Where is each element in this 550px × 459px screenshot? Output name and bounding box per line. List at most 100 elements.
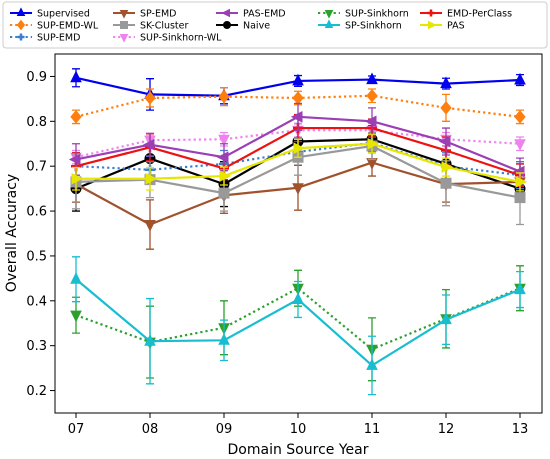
point-sk-cluster-09	[218, 187, 230, 199]
legend-item-naive: Naive	[216, 21, 270, 32]
point-supervised-07	[70, 70, 82, 83]
point-sup-sinkhorn-wl-13	[514, 139, 526, 151]
point-supervised-11	[366, 72, 378, 85]
legend-label-emd-perclass: EMD-PerClass	[447, 9, 512, 20]
legend-item-sup-sinkhorn: SUP-Sinkhorn	[318, 9, 409, 20]
legend-label-naive: Naive	[243, 21, 270, 32]
point-sp-sinkhorn-13	[514, 282, 526, 295]
point-sup-emd-wl-07	[70, 110, 82, 124]
y-tick-label-0.9: 0.9	[26, 70, 47, 85]
point-sp-sinkhorn-12	[440, 312, 452, 325]
legend-label-sp-emd: SP-EMD	[140, 9, 177, 20]
point-pas-08	[145, 172, 158, 185]
y-tick-label-0.8: 0.8	[26, 115, 47, 130]
legend-item-sup-emd-wl: SUP-EMD-WL	[10, 19, 99, 32]
point-pas-12	[441, 161, 454, 173]
series-pas-emd	[68, 102, 525, 186]
legend-label-sk-cluster: SK-Cluster	[140, 21, 189, 32]
point-sp-sinkhorn-09	[218, 333, 230, 345]
legend-label-sup-sinkhorn: SUP-Sinkhorn	[345, 9, 409, 20]
point-sup-emd-wl-13	[514, 110, 526, 124]
x-axis-title: Domain Source Year	[228, 442, 369, 458]
legend-label-supervised: Supervised	[37, 9, 90, 20]
legend-box	[2, 1, 548, 49]
x-tick-label-08: 08	[142, 422, 159, 437]
point-sup-sinkhorn-wl-09	[218, 134, 230, 147]
legend-label-sup-sinkhorn-wl: SUP-Sinkhorn-WL	[140, 33, 222, 44]
point-sk-cluster-13	[514, 192, 526, 204]
point-sup-sinkhorn-07	[70, 310, 82, 323]
point-sup-emd-wl-12	[440, 101, 452, 115]
y-tick-label-0.3: 0.3	[26, 339, 47, 354]
legend-item-sup-emd: SUP-EMD	[10, 33, 80, 44]
legend-label-sup-emd-wl: SUP-EMD-WL	[37, 21, 99, 32]
x-tick-label-12: 12	[438, 422, 455, 437]
y-tick-label-0.6: 0.6	[26, 205, 47, 220]
series-sp-sinkhorn	[70, 256, 526, 396]
point-sk-cluster-12	[440, 177, 452, 189]
legend-item-sp-sinkhorn: SP-Sinkhorn	[318, 19, 402, 32]
point-pas-emd-07	[68, 153, 81, 166]
point-pas-10	[293, 142, 306, 155]
point-pas-emd-10	[290, 111, 303, 123]
legend-marker-sup-emd-wl	[16, 19, 26, 31]
x-tick-label-10: 10	[290, 422, 307, 437]
point-supervised-13	[514, 72, 526, 85]
y-tick-label-0.5: 0.5	[26, 249, 47, 264]
y-tick-label-0.4: 0.4	[26, 294, 47, 309]
point-sup-emd-wl-09	[218, 89, 230, 104]
legend-marker-emd-perclass	[427, 9, 435, 17]
legend-item-pas: PAS	[420, 21, 465, 32]
legend-item-emd-perclass: EMD-PerClass	[420, 9, 512, 20]
point-pas-11	[367, 137, 380, 150]
legend-item-sp-emd: SP-EMD	[113, 9, 177, 20]
x-tick-label-09: 09	[216, 422, 233, 437]
legend-marker-sup-sinkhorn-wl	[119, 34, 129, 43]
series-layer	[68, 68, 528, 396]
point-supervised-10	[292, 73, 304, 86]
y-tick-label-0.7: 0.7	[26, 160, 47, 175]
point-pas-09	[219, 170, 232, 182]
legend-item-sk-cluster: SK-Cluster	[113, 21, 189, 32]
legend-item-supervised: Supervised	[10, 7, 90, 20]
point-sup-emd-wl-08	[144, 91, 156, 105]
legend-marker-supervised	[16, 7, 26, 16]
legend-marker-pas-emd	[221, 8, 230, 18]
legend-marker-sp-emd	[119, 10, 129, 19]
x-tick-label-07: 07	[68, 422, 85, 437]
legend-label-pas: PAS	[447, 21, 465, 32]
point-pas-emd-11	[364, 115, 377, 128]
point-sp-sinkhorn-10	[292, 292, 304, 304]
legend-marker-sup-sinkhorn	[324, 10, 334, 19]
point-pas-07	[71, 172, 84, 185]
x-tick-label-11: 11	[364, 422, 381, 437]
point-supervised-12	[440, 76, 452, 89]
legend-marker-sup-emd	[17, 33, 25, 41]
y-axis-title: Overall Accuracy	[4, 174, 20, 292]
legend-label-pas-emd: PAS-EMD	[243, 9, 286, 20]
legend-item-pas-emd: PAS-EMD	[216, 9, 286, 20]
legend-marker-sk-cluster	[120, 21, 128, 29]
point-sp-sinkhorn-08	[144, 334, 156, 346]
point-sp-emd-08	[144, 220, 156, 232]
legend-label-sp-sinkhorn: SP-Sinkhorn	[345, 21, 402, 32]
y-tick-label-0.2: 0.2	[26, 384, 47, 399]
legend-label-sup-emd: SUP-EMD	[37, 33, 80, 44]
legend-marker-pas	[428, 20, 437, 30]
legend-marker-sp-sinkhorn	[324, 19, 334, 28]
point-sp-sinkhorn-07	[70, 272, 82, 284]
point-pas-emd-09	[216, 151, 229, 164]
point-pas-emd-13	[512, 165, 525, 178]
axes-layer: 0.2 0.3 0.4 0.5 0.6 0.7 0.8 0.9 07 08 09 10 11 12 13	[26, 70, 528, 437]
point-sp-sinkhorn-11	[366, 358, 378, 370]
point-pas-13	[515, 176, 528, 188]
series-pas	[71, 134, 528, 192]
point-sp-emd-10	[292, 183, 304, 195]
legend-marker-naive	[223, 21, 231, 29]
x-tick-label-13: 13	[512, 422, 529, 437]
point-pas-emd-08	[142, 138, 155, 151]
point-pas-emd-12	[438, 135, 451, 148]
point-sup-emd-wl-11	[366, 88, 378, 103]
